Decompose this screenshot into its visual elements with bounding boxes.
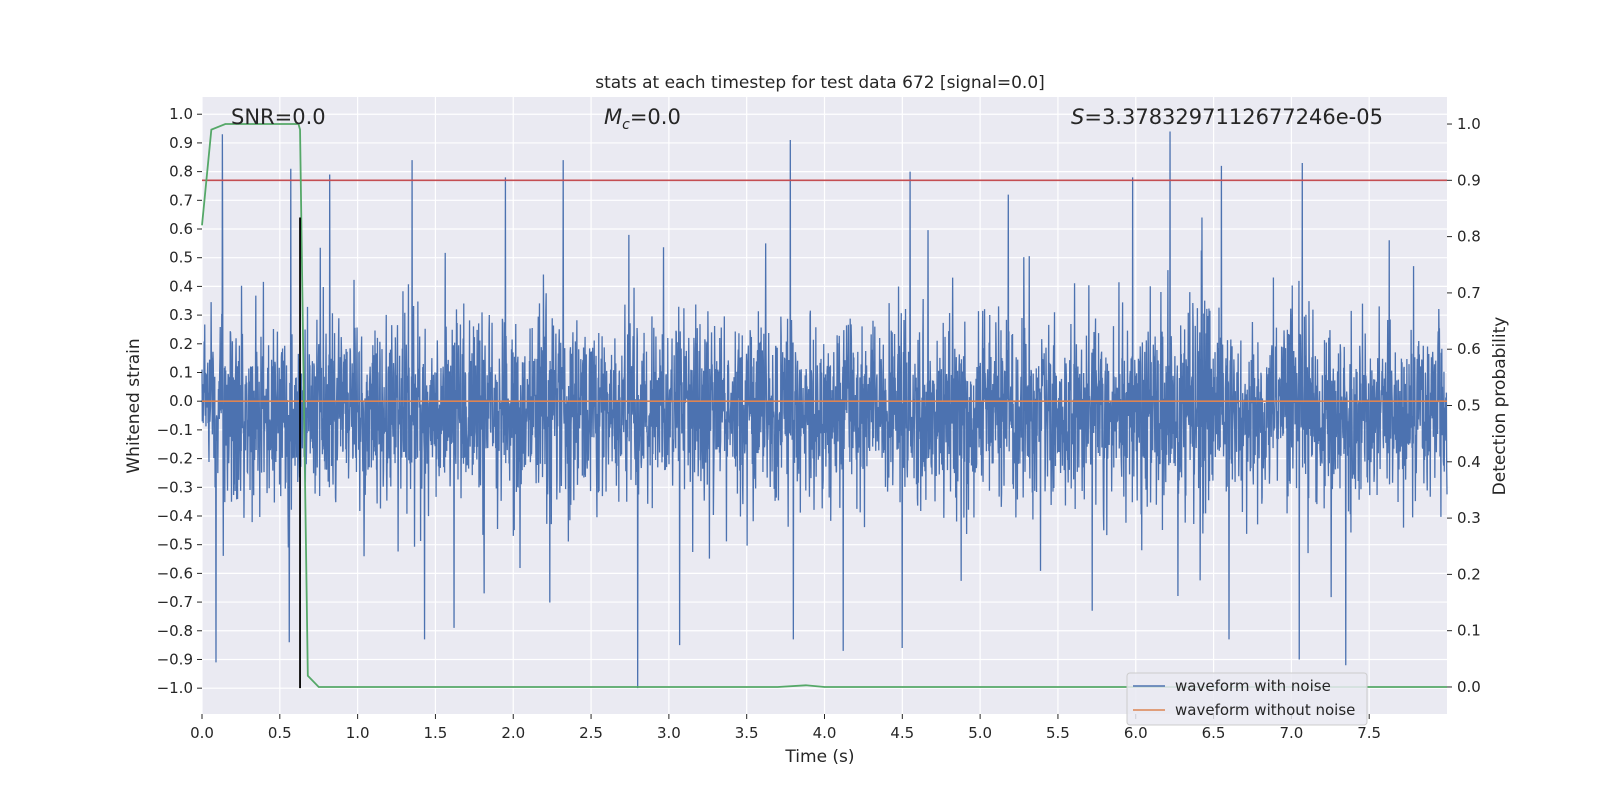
y2-tick-label: 0.6 bbox=[1457, 340, 1481, 358]
x-tick-label: 5.0 bbox=[968, 724, 992, 742]
y-tick-label: −1.0 bbox=[157, 679, 193, 697]
y2-tick-label: 0.2 bbox=[1457, 565, 1481, 583]
y-axis-label: Whitened strain bbox=[124, 338, 144, 473]
x-tick-label: 7.5 bbox=[1357, 724, 1381, 742]
x-tick-label: 0.5 bbox=[268, 724, 292, 742]
y-tick-label: 0.2 bbox=[169, 335, 193, 353]
y2-tick-label: 0.0 bbox=[1457, 678, 1481, 696]
legend-label: waveform with noise bbox=[1175, 677, 1331, 695]
x-tick-label: 3.5 bbox=[735, 724, 759, 742]
y2-axis-label: Detection probability bbox=[1490, 317, 1510, 496]
waveform-with-noise-line bbox=[201, 131, 1448, 689]
chirp-mass-annotation: Mc=0.0 bbox=[604, 105, 681, 133]
mc-subscript: c bbox=[622, 117, 630, 133]
series-waveform-with-noise bbox=[201, 131, 1448, 689]
s-value: =3.3783297112677246e-05 bbox=[1084, 105, 1383, 129]
y-tick-label: 0.4 bbox=[169, 277, 193, 295]
y-tick-label: 0.5 bbox=[169, 249, 193, 267]
y2-tick-label: 0.8 bbox=[1457, 228, 1481, 246]
y2-tick-label: 0.3 bbox=[1457, 509, 1481, 527]
y-tick-label: −0.1 bbox=[157, 421, 193, 439]
y-tick-label: −0.5 bbox=[157, 536, 193, 554]
y-tick-label: 0.7 bbox=[169, 191, 193, 209]
x-tick-label: 3.0 bbox=[657, 724, 681, 742]
s-symbol: S bbox=[1071, 105, 1084, 129]
x-tick-label: 0.0 bbox=[190, 724, 214, 742]
y2-tick-label: 0.7 bbox=[1457, 284, 1481, 302]
y2-tick-label: 0.5 bbox=[1457, 397, 1481, 415]
y-tick-label: −0.4 bbox=[157, 507, 193, 525]
detection-probability-line bbox=[201, 123, 1447, 688]
chart-title: stats at each timestep for test data 672… bbox=[595, 73, 1045, 93]
legend-label: waveform without noise bbox=[1175, 701, 1355, 719]
x-tick-label: 2.5 bbox=[579, 724, 603, 742]
annotations: SNR=0.0 Mc=0.0 S=3.3783297112677246e-05 bbox=[231, 105, 1383, 133]
y-tick-label: −0.2 bbox=[157, 450, 193, 468]
y-tick-label: −0.7 bbox=[157, 593, 193, 611]
x-tick-label: 1.5 bbox=[424, 724, 448, 742]
legend: waveform with noise waveform without nois… bbox=[1126, 672, 1368, 726]
x-tick-label: 7.0 bbox=[1279, 724, 1303, 742]
legend-box bbox=[1126, 672, 1368, 726]
y-tick-label: 0.0 bbox=[169, 392, 193, 410]
x-tick-label: 6.5 bbox=[1202, 724, 1226, 742]
mc-symbol: M bbox=[604, 105, 622, 129]
y2-tick-label: 0.4 bbox=[1457, 453, 1481, 471]
x-ticks: 0.0 0.5 1.0 1.5 2.0 2.5 3.0 3.5 4.0 4.5 5.0 5.5 6.0 6… bbox=[190, 714, 1381, 742]
x-tick-label: 4.0 bbox=[813, 724, 837, 742]
snr-annotation: SNR=0.0 bbox=[231, 105, 326, 129]
y-tick-label: 1.0 bbox=[169, 105, 193, 123]
y-tick-label: −0.3 bbox=[157, 478, 193, 496]
y2-tick-label: 0.1 bbox=[1457, 622, 1481, 640]
y2-tick-label: 0.9 bbox=[1457, 171, 1481, 189]
y-tick-label: −0.6 bbox=[157, 564, 193, 582]
x-tick-label: 2.0 bbox=[501, 724, 525, 742]
y-tick-label: −0.8 bbox=[157, 622, 193, 640]
y-ticks: 1.0 0.9 0.8 0.7 0.6 0.5 0.4 0.3 0.2 0.1 0.0 −0.1 −0.… bbox=[157, 105, 202, 697]
x-axis-label: Time (s) bbox=[784, 747, 854, 767]
y-tick-label: 0.8 bbox=[169, 163, 193, 181]
y-tick-label: 0.6 bbox=[169, 220, 193, 238]
y2-tick-label: 1.0 bbox=[1457, 115, 1481, 133]
y-tick-label: −0.9 bbox=[157, 650, 193, 668]
x-tick-label: 4.5 bbox=[890, 724, 914, 742]
y-tick-label: 0.9 bbox=[169, 134, 193, 152]
lines-layer bbox=[201, 123, 1447, 689]
x-tick-label: 1.0 bbox=[346, 724, 370, 742]
y-tick-label: 0.1 bbox=[169, 363, 193, 381]
x-tick-label: 5.5 bbox=[1046, 724, 1070, 742]
mc-value: =0.0 bbox=[630, 105, 681, 129]
y-tick-label: 0.3 bbox=[169, 306, 193, 324]
y2-ticks: 1.0 0.9 0.8 0.7 0.6 0.5 0.4 0.3 0.2 0.1 0.0 bbox=[1447, 115, 1481, 696]
s-annotation: S=3.3783297112677246e-05 bbox=[1071, 105, 1383, 129]
x-tick-label: 6.0 bbox=[1124, 724, 1148, 742]
